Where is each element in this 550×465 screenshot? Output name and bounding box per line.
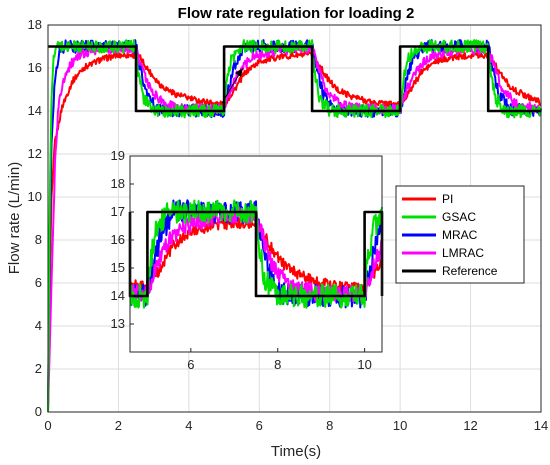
main-y-tick-label: 18 xyxy=(28,17,42,32)
legend-label-reference: Reference xyxy=(442,264,498,278)
main-y-tick-label: 6 xyxy=(35,275,42,290)
inset-y-tick-label: 14 xyxy=(111,288,125,303)
main-x-tick-label: 8 xyxy=(326,418,333,433)
inset-series-group xyxy=(128,199,384,309)
chart-title: Flow rate regulation for loading 2 xyxy=(178,5,415,22)
series-line-reference xyxy=(48,45,541,113)
main-y-tick-label: 4 xyxy=(35,318,42,333)
y-axis-label: Flow rate (L/min) xyxy=(6,162,23,275)
main-x-tick-label: 2 xyxy=(115,418,122,433)
inset-x-tick-label: 8 xyxy=(274,357,281,372)
legend-label-gsac: GSAC xyxy=(442,210,476,224)
main-y-tick-label: 10 xyxy=(28,189,42,204)
main-y-tick-labels: 0 2 4 6 8 10 12 14 16 18 xyxy=(28,17,42,419)
main-x-tick-label: 14 xyxy=(534,418,548,433)
x-axis-label: Time(s) xyxy=(271,443,321,460)
main-x-tick-label: 12 xyxy=(463,418,477,433)
inset-x-tick-label: 10 xyxy=(357,357,371,372)
legend-label-lmrac: LMRAC xyxy=(442,246,484,260)
main-plot-frame xyxy=(47,24,542,413)
main-y-tick-label: 16 xyxy=(28,60,42,75)
main-y-tick-label: 2 xyxy=(35,361,42,376)
inset-series-line-gsac xyxy=(129,199,383,309)
inset-y-tick-label: 18 xyxy=(111,176,125,191)
main-y-tick-label: 12 xyxy=(28,146,42,161)
inset-x-tick-labels: 6 8 10 xyxy=(187,348,372,372)
main-y-tick-label: 0 xyxy=(35,404,42,419)
legend-label-pi: PI xyxy=(442,192,453,206)
legend: PI GSAC MRAC LMRAC Reference xyxy=(395,185,525,284)
main-x-tick-label: 10 xyxy=(393,418,407,433)
main-x-tick-labels: 0 2 4 6 8 10 12 14 xyxy=(44,418,548,433)
inset-y-tick-label: 16 xyxy=(111,232,125,247)
inset-y-tick-label: 17 xyxy=(111,204,125,219)
inset-y-tick-label: 13 xyxy=(111,316,125,331)
main-y-tick-label: 8 xyxy=(35,232,42,247)
series-line-pi xyxy=(47,51,542,413)
inset-y-tick-label: 15 xyxy=(111,260,125,275)
inset-x-tick-label: 6 xyxy=(187,357,194,372)
inset-series-line-reference xyxy=(128,210,384,298)
inset-plot-frame xyxy=(129,155,383,353)
main-x-tick-label: 0 xyxy=(44,418,51,433)
main-x-tick-label: 6 xyxy=(256,418,263,433)
inset-y-tick-labels: 13 14 15 16 17 18 19 xyxy=(111,148,134,331)
inset-y-tick-label: 19 xyxy=(111,148,125,163)
main-y-tick-label: 14 xyxy=(28,103,42,118)
main-series-group xyxy=(47,39,542,413)
zoom-pointer-arrowhead xyxy=(235,68,243,77)
main-x-tick-label: 4 xyxy=(185,418,192,433)
legend-label-mrac: MRAC xyxy=(442,228,478,242)
